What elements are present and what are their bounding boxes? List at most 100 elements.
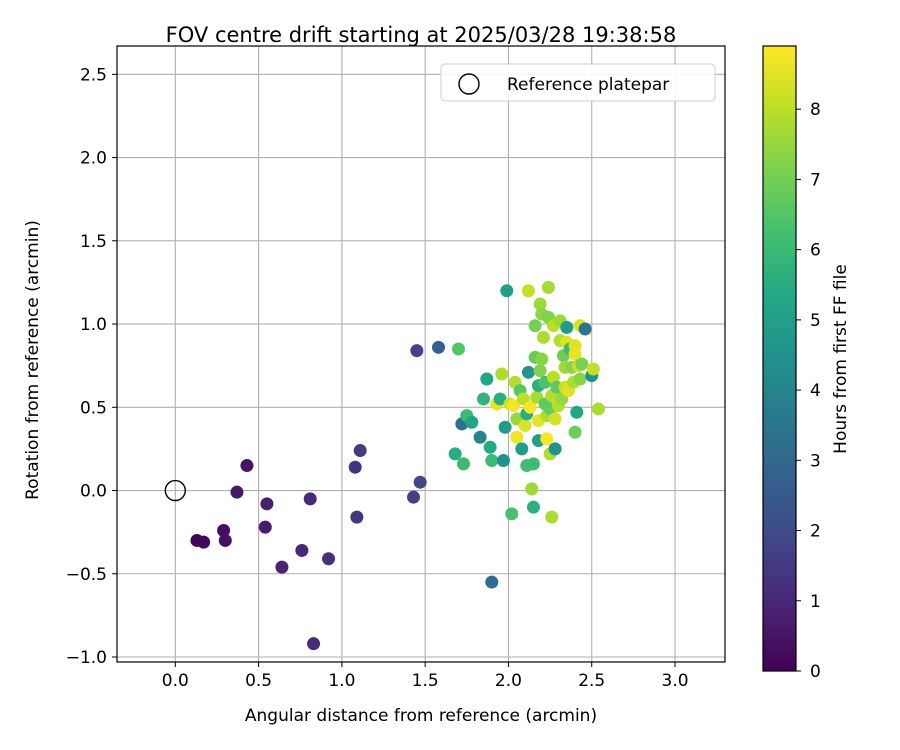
data-point xyxy=(546,370,560,384)
data-point xyxy=(548,412,562,426)
y-tick-label: −1.0 xyxy=(66,648,107,668)
y-axis-label: Rotation from reference (arcmin) xyxy=(23,220,43,500)
colorbar-tick-label: 3 xyxy=(810,451,821,471)
data-point xyxy=(275,560,289,574)
y-tick-label: 1.5 xyxy=(80,232,107,252)
data-point xyxy=(591,402,605,416)
data-point xyxy=(496,454,510,468)
data-point xyxy=(473,430,487,444)
data-point xyxy=(533,297,547,311)
data-point xyxy=(560,320,574,334)
colorbar-tick-label: 5 xyxy=(810,311,821,331)
data-point xyxy=(217,523,231,537)
data-point xyxy=(510,430,524,444)
y-tick-label: 2.5 xyxy=(80,65,107,85)
data-point xyxy=(521,284,535,298)
data-point xyxy=(578,322,592,336)
data-point xyxy=(535,352,549,366)
colorbar-tick-label: 4 xyxy=(810,381,821,401)
colorbar-tick-label: 8 xyxy=(810,100,821,120)
y-tick-label: 0.0 xyxy=(80,482,107,502)
legend-marker-icon xyxy=(458,73,480,95)
data-point xyxy=(230,485,244,499)
data-point xyxy=(240,459,254,473)
data-point xyxy=(413,475,427,489)
x-tick-label: 0.5 xyxy=(245,671,272,691)
data-point xyxy=(260,497,274,511)
data-point xyxy=(431,340,445,354)
data-point xyxy=(536,330,550,344)
y-tick-label: 0.5 xyxy=(80,398,107,418)
colorbar-tick-label: 1 xyxy=(810,592,821,612)
data-point xyxy=(350,510,364,524)
colorbar-tick-label: 0 xyxy=(810,662,821,682)
data-point xyxy=(521,365,535,379)
data-point xyxy=(322,552,336,566)
data-point xyxy=(526,457,540,471)
data-point xyxy=(303,492,317,506)
data-point xyxy=(518,419,532,433)
data-point xyxy=(451,342,465,356)
data-point xyxy=(483,440,497,454)
data-point xyxy=(448,447,462,461)
reference-marker xyxy=(164,479,187,502)
data-point xyxy=(515,442,529,456)
colorbar-tick-label: 2 xyxy=(810,522,821,542)
data-point xyxy=(545,510,559,524)
data-point xyxy=(528,319,542,333)
data-point xyxy=(485,575,499,589)
reference-point-icon xyxy=(164,479,187,502)
data-point xyxy=(407,490,421,504)
colorbar xyxy=(762,45,797,672)
data-point xyxy=(568,425,582,439)
y-tick-label: −0.5 xyxy=(66,565,107,585)
x-axis-label: Angular distance from reference (arcmin) xyxy=(245,706,597,726)
x-tick-label: 0.0 xyxy=(162,671,189,691)
colorbar-ticks: 0 1 2 3 4 5 6 7 8 xyxy=(796,100,821,682)
data-point xyxy=(498,420,512,434)
data-point xyxy=(541,280,555,294)
legend: Reference platepar xyxy=(440,63,716,102)
data-point xyxy=(410,344,424,358)
x-tick-label: 1.5 xyxy=(412,671,439,691)
data-point xyxy=(476,392,490,406)
colorbar-tick-label: 6 xyxy=(810,241,821,261)
data-point xyxy=(348,460,362,474)
data-point xyxy=(548,442,562,456)
data-point xyxy=(480,372,494,386)
data-point xyxy=(485,454,499,468)
data-point xyxy=(307,637,321,651)
data-point xyxy=(456,457,470,471)
scatter-points xyxy=(190,280,605,651)
data-point xyxy=(526,500,540,514)
data-point xyxy=(218,533,232,547)
data-point xyxy=(258,520,272,534)
x-tick-label: 2.5 xyxy=(578,671,605,691)
data-point xyxy=(505,507,519,521)
data-point xyxy=(197,535,211,549)
chart-title: FOV centre drift starting at 2025/03/28 … xyxy=(166,23,677,47)
data-point xyxy=(493,392,507,406)
plot-frame xyxy=(116,45,726,663)
y-axis-ticks: −1.0 −0.5 0.0 0.5 1.0 1.5 2.0 2.5 xyxy=(66,65,117,668)
data-point xyxy=(525,482,539,496)
data-point xyxy=(586,362,600,376)
data-point xyxy=(568,347,582,361)
data-point xyxy=(575,357,589,371)
data-point xyxy=(495,367,509,381)
data-point xyxy=(295,543,309,557)
colorbar-label: Hours from first FF file xyxy=(831,264,851,454)
data-point xyxy=(540,432,554,446)
data-point xyxy=(353,444,367,458)
y-tick-label: 2.0 xyxy=(80,149,107,169)
legend-box xyxy=(440,63,716,102)
y-tick-label: 1.0 xyxy=(80,315,107,335)
grid-lines xyxy=(117,46,725,662)
data-point xyxy=(570,405,584,419)
data-point xyxy=(573,372,587,386)
data-point xyxy=(465,415,479,429)
data-point xyxy=(523,400,537,414)
colorbar-tick-label: 7 xyxy=(810,170,821,190)
legend-label: Reference platepar xyxy=(507,75,669,95)
